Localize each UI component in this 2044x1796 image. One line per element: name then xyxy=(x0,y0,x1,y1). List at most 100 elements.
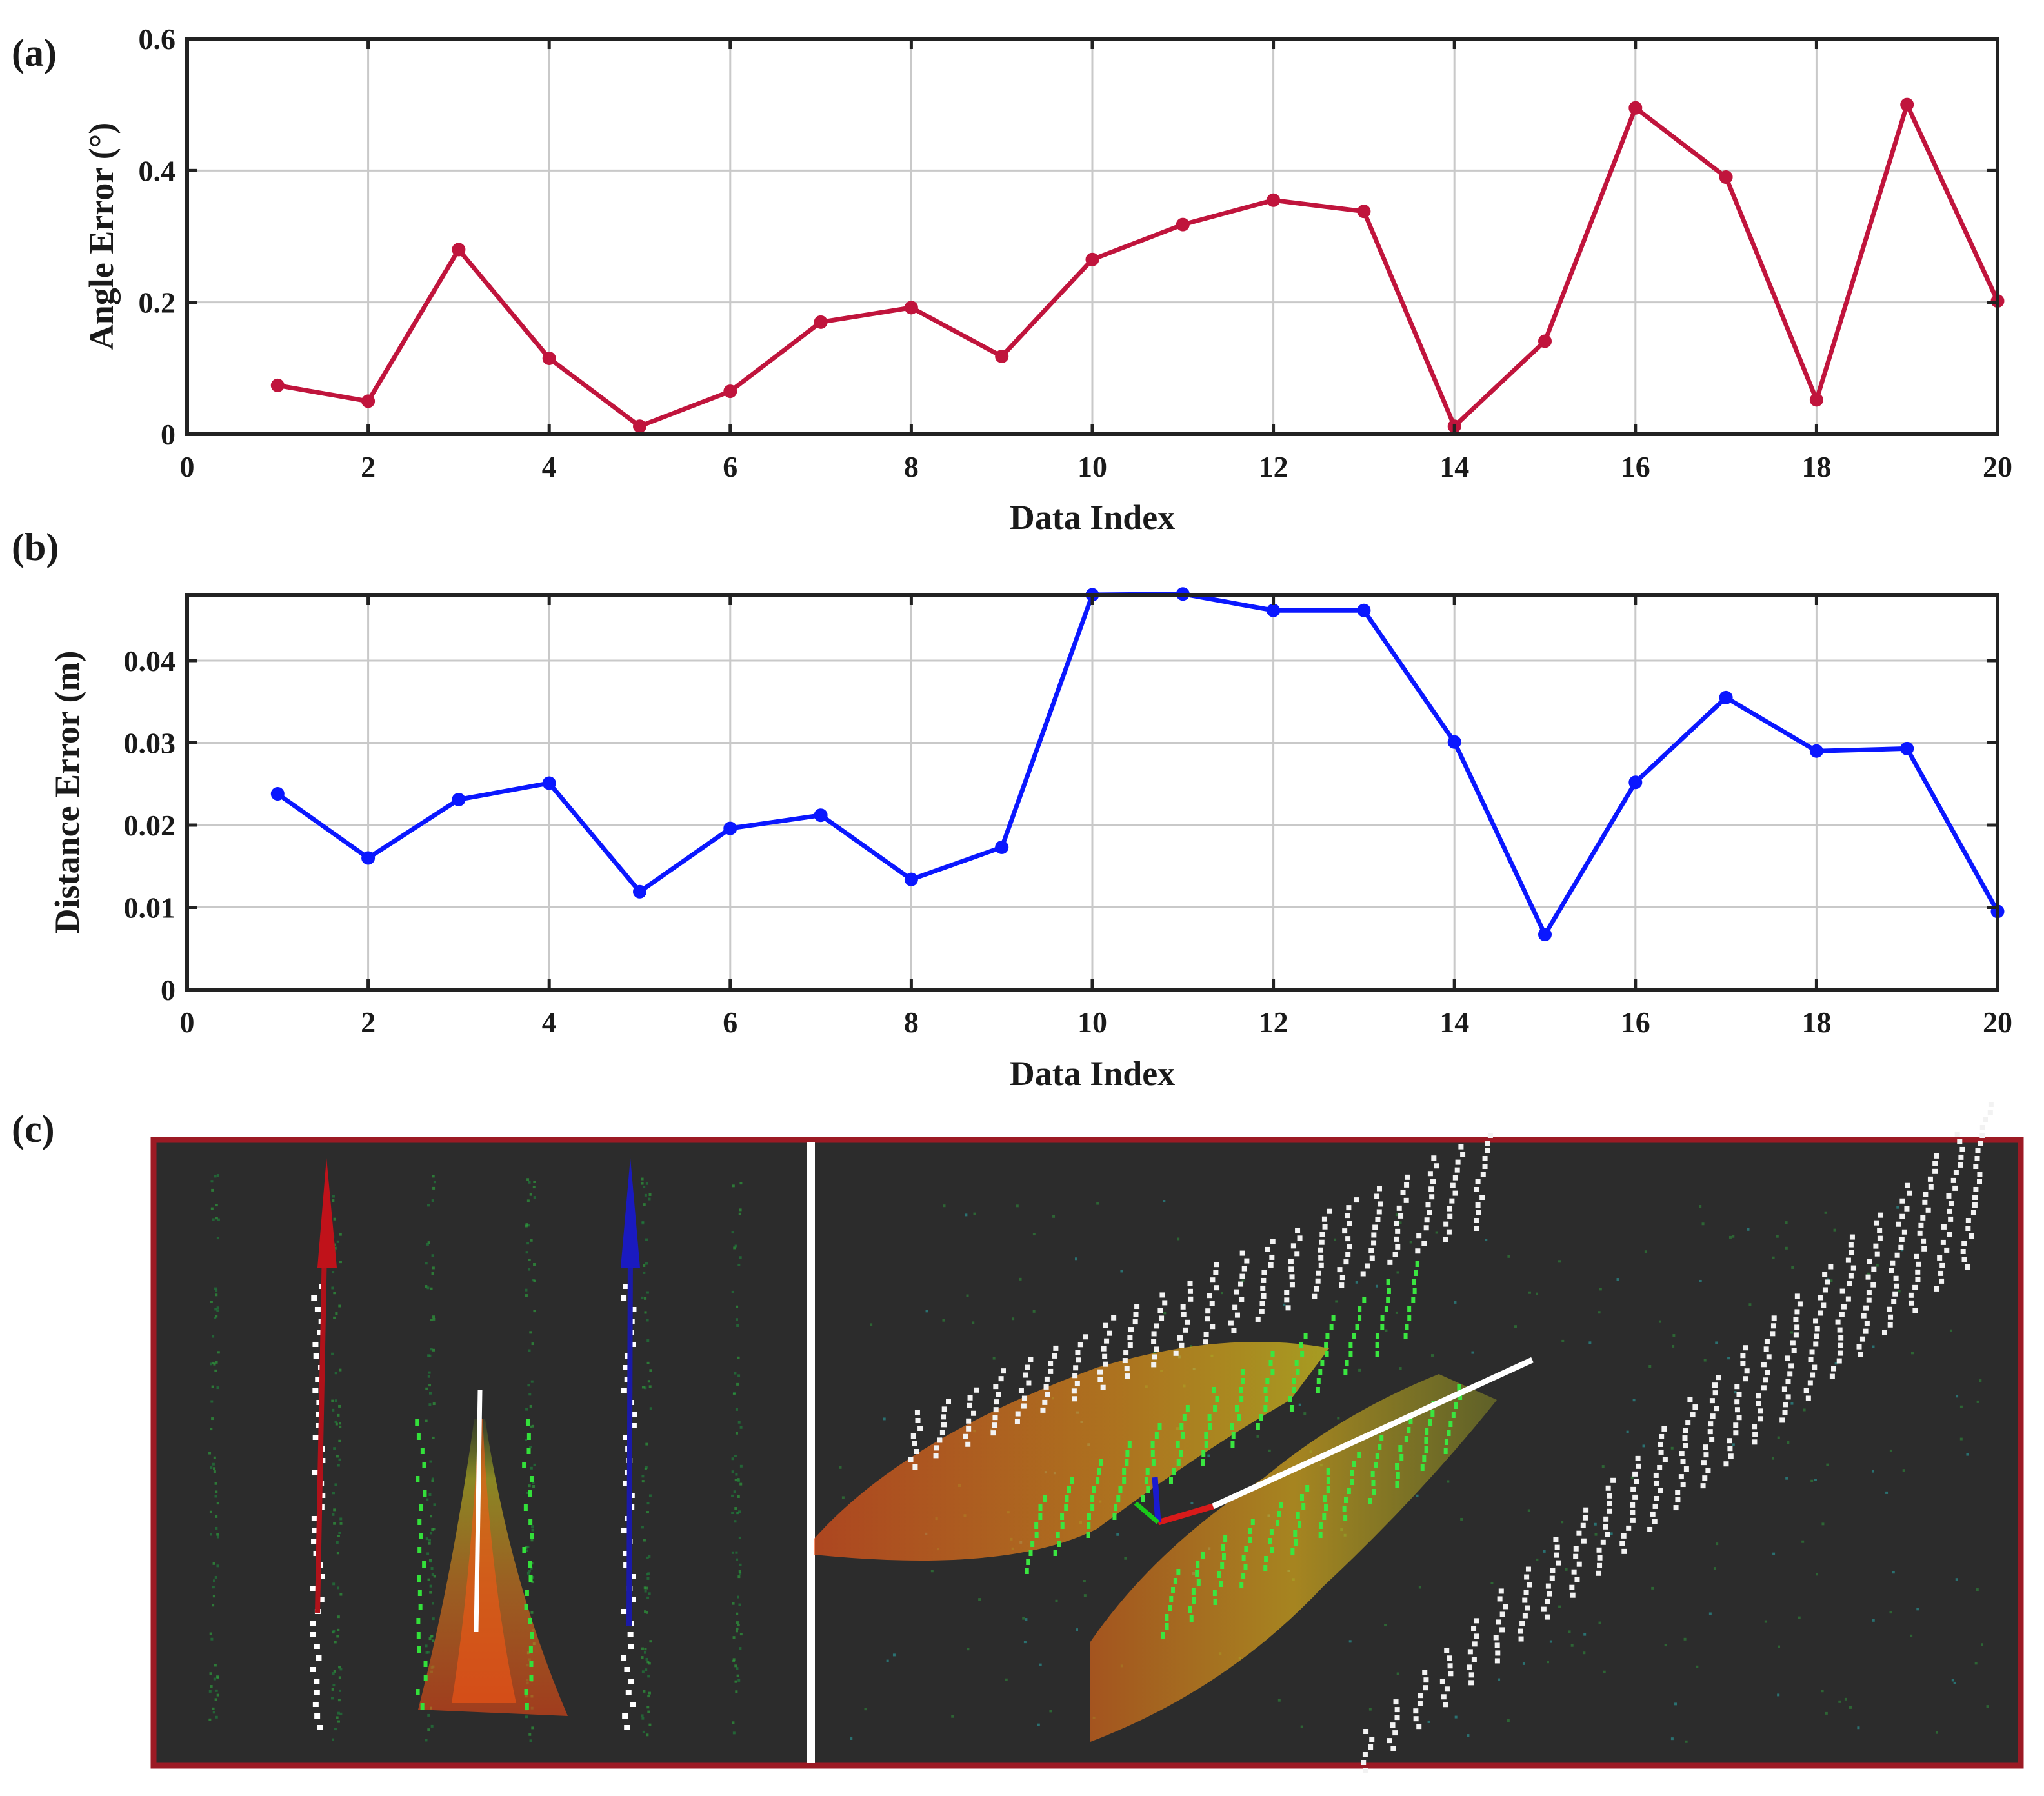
right-view-green-stem-point xyxy=(1318,1532,1323,1538)
distance-error-data-point xyxy=(633,884,646,899)
distance-error-x-tick-label: 20 xyxy=(1983,1006,2012,1039)
right-view-tree-point xyxy=(1908,1292,1914,1298)
right-view-point xyxy=(1568,1630,1571,1633)
left-view-point xyxy=(738,1603,741,1606)
left-view-point xyxy=(333,1522,336,1525)
right-view-green-stem-point xyxy=(1299,1342,1303,1348)
left-view-point xyxy=(732,1658,736,1661)
left-view-point xyxy=(332,1630,336,1633)
right-view-green-stem-point xyxy=(1279,1502,1283,1508)
right-view-tree-point xyxy=(1347,1221,1352,1226)
right-view-tree-point xyxy=(1950,1177,1956,1183)
right-view-green-stem-point xyxy=(1114,1504,1118,1511)
right-view-tree-point xyxy=(1621,1548,1627,1554)
right-view-green-stem-point xyxy=(1407,1315,1412,1321)
left-view-point xyxy=(432,1436,435,1439)
right-view-tree-point xyxy=(1863,1305,1869,1311)
right-view-tree-point xyxy=(1480,1172,1486,1177)
right-view-tree-point xyxy=(1793,1332,1799,1338)
left-view-point xyxy=(432,1402,436,1406)
right-view-tree-point xyxy=(1443,1237,1448,1242)
right-view-tree-point xyxy=(1337,1267,1343,1273)
right-view-tree-point xyxy=(1987,1110,1993,1115)
left-view-point xyxy=(433,1503,436,1506)
right-view-point xyxy=(1764,1620,1767,1623)
right-view-tree-point xyxy=(1927,1176,1933,1182)
left-view-point xyxy=(525,1294,528,1297)
left-view-point xyxy=(431,1528,434,1532)
right-view-green-stem-point xyxy=(1213,1599,1217,1605)
left-view-point xyxy=(739,1426,743,1429)
right-view-tree-point xyxy=(1771,1315,1777,1321)
left-view-green-stem-point xyxy=(528,1646,533,1653)
distance-error-x-tick-label: 0 xyxy=(180,1006,195,1039)
right-view-point xyxy=(1396,1271,1399,1274)
right-view-tree-point xyxy=(1838,1335,1844,1341)
right-view-tree-point xyxy=(1576,1530,1582,1536)
left-view-point xyxy=(432,1175,435,1178)
right-view-point xyxy=(1699,1279,1702,1282)
left-view-point xyxy=(339,1712,343,1715)
right-view-tree-point xyxy=(1727,1438,1732,1444)
right-view-tree-point xyxy=(912,1441,917,1446)
right-view-tree-point xyxy=(1659,1433,1665,1439)
right-view-tree-point xyxy=(1390,1746,1396,1751)
right-view-tree-point xyxy=(1045,1392,1050,1397)
left-view-point xyxy=(339,1522,343,1525)
left-view-point xyxy=(339,1425,342,1428)
right-view-tree-point xyxy=(1863,1328,1869,1334)
right-view-point xyxy=(1032,1233,1036,1236)
right-view-point xyxy=(978,1598,981,1601)
left-view-point xyxy=(208,1690,212,1693)
left-view-point xyxy=(646,1339,650,1342)
right-view-point xyxy=(1055,1599,1058,1602)
right-view-tree-point xyxy=(1947,1208,1952,1214)
right-view-green-stem-point xyxy=(1112,1513,1117,1520)
left-view-point xyxy=(336,1240,339,1243)
right-view-point xyxy=(1953,1681,1956,1684)
right-view-tree-point xyxy=(1708,1421,1714,1427)
right-view-point xyxy=(1076,1628,1079,1631)
left-view-point xyxy=(335,1312,338,1315)
left-view-point xyxy=(526,1545,530,1548)
right-view-green-stem-point xyxy=(1230,1441,1235,1448)
right-view-green-stem-point xyxy=(1415,1261,1419,1267)
left-view-green-stem-point xyxy=(420,1703,425,1710)
right-view-point xyxy=(1824,1211,1827,1214)
right-view-tree-point xyxy=(1424,1217,1430,1223)
left-view-green-stem-point xyxy=(524,1689,528,1695)
left-view-point xyxy=(525,1549,528,1552)
left-view-green-stem-point xyxy=(524,1604,528,1610)
left-view-point xyxy=(212,1579,215,1582)
left-view-point xyxy=(644,1386,647,1390)
left-view-tree-point xyxy=(623,1481,629,1486)
left-view-tree-point xyxy=(625,1690,632,1695)
right-view-tree-point xyxy=(992,1422,997,1428)
left-view-point xyxy=(735,1408,738,1411)
right-view-tree-point xyxy=(1181,1312,1187,1317)
right-view-green-stem-point xyxy=(1244,1546,1248,1552)
right-view-green-stem-point xyxy=(1259,1414,1263,1421)
right-view-point xyxy=(850,1737,853,1741)
angle-error-x-tick-label: 14 xyxy=(1439,450,1469,483)
right-view-tree-point xyxy=(1452,1190,1458,1196)
right-view-tree-point xyxy=(1948,1201,1954,1206)
left-view-point xyxy=(332,1199,335,1202)
right-view-point xyxy=(1570,1644,1574,1647)
left-view-point xyxy=(646,1291,649,1294)
left-view-point xyxy=(425,1537,428,1541)
right-view-point xyxy=(1016,1204,1019,1208)
angle-error-data-point xyxy=(1719,170,1733,185)
distance-error-x-tick-label: 2 xyxy=(361,1006,376,1039)
right-view-tree-point xyxy=(1707,1429,1713,1435)
left-view-point xyxy=(644,1590,647,1593)
right-view-green-stem-point xyxy=(1034,1522,1039,1529)
right-view-tree-point xyxy=(1213,1270,1219,1275)
right-view-green-stem-point xyxy=(1384,1306,1388,1312)
right-view-tree-point xyxy=(1653,1472,1659,1478)
right-view-point xyxy=(1022,1617,1025,1620)
angle-error-x-tick-label: 4 xyxy=(542,450,557,483)
left-view-point xyxy=(533,1279,536,1282)
right-view-tree-point xyxy=(1965,1226,1971,1231)
right-view-tree-point xyxy=(1794,1309,1800,1315)
